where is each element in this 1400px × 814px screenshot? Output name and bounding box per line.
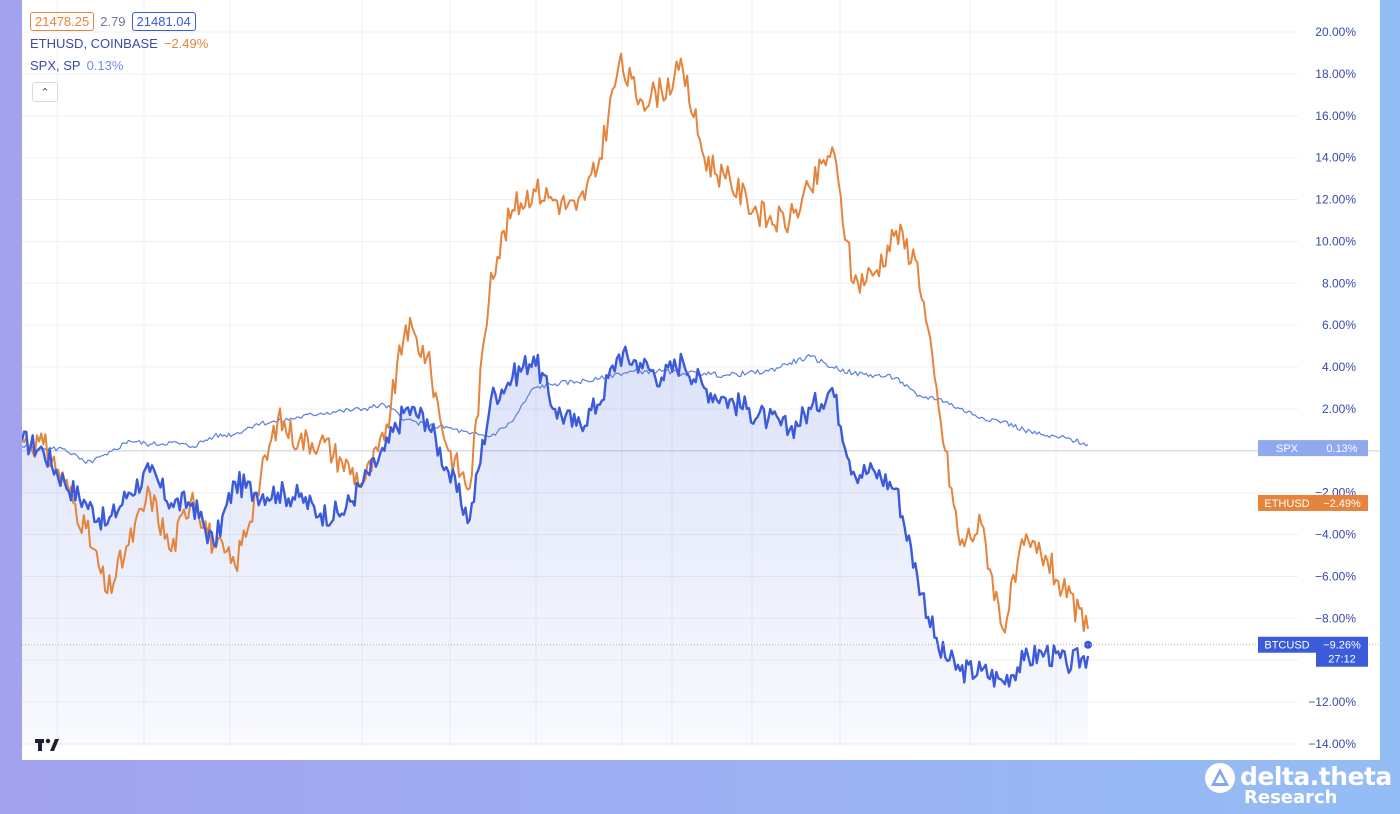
y-tick-label: 16.00%: [1315, 109, 1356, 123]
y-tick-label: 8.00%: [1322, 276, 1356, 290]
eth-axis-tag-value: −2.49%: [1323, 498, 1361, 510]
btc-open-value: 21478.25: [30, 11, 95, 31]
brand: delta.theta Research: [1204, 760, 1394, 810]
spx-legend-name: SPX, SP: [30, 57, 81, 73]
spx-axis-tag-value-bg: [1316, 440, 1368, 457]
y-tick-label: 20.00%: [1315, 25, 1356, 39]
chart-panel: 20.00% 18.00% 16.00% 14.00% 12.00% 10.00% 8.00…: [22, 0, 1380, 760]
btc-close-value: 21481.04: [131, 11, 196, 31]
y-tick-label: −6.00%: [1315, 569, 1356, 583]
tradingview-logo-icon[interactable]: [34, 736, 60, 756]
y-tick-label: 10.00%: [1315, 234, 1356, 248]
legend-row-btc: 21478.25 2.79 21481.04: [30, 10, 208, 32]
btc-axis-tag-label: BTCUSD: [1264, 640, 1309, 652]
btc-change-value: 2.79: [100, 13, 126, 29]
chevron-up-icon: ⌃: [40, 86, 50, 99]
spx-legend-pct: 0.13%: [86, 57, 124, 73]
btc-axis-tag[interactable]: BTCUSD −9.26% 27:12: [1258, 636, 1368, 667]
y-tick-label: 18.00%: [1315, 67, 1356, 81]
spx-axis-tag-label: SPX: [1276, 443, 1299, 455]
legend-row-spx[interactable]: SPX, SP 0.13%: [30, 54, 208, 76]
eth-series-line: [22, 52, 1089, 634]
brand-subtitle: Research: [1244, 787, 1338, 808]
eth-axis-tag-label: ETHUSD: [1264, 498, 1309, 510]
y-tick-label: −8.00%: [1315, 611, 1356, 625]
eth-legend-name: ETHUSD, COINBASE: [30, 35, 158, 51]
y-tick-label: −12.00%: [1308, 695, 1356, 709]
btc-series-line: [22, 345, 1090, 688]
eth-axis-tag-label-bg: [1258, 494, 1316, 511]
btc-axis-tag-value: −9.26%: [1323, 640, 1361, 652]
btc-axis-tag-time: 27:12: [1328, 654, 1356, 666]
eth-axis-tag-value-bg: [1316, 494, 1368, 511]
y-tick-label: 4.00%: [1322, 360, 1356, 374]
btc-axis-tag-label-bg: [1258, 636, 1316, 653]
brand-name: delta.theta: [1240, 762, 1392, 791]
spx-axis-tag-label-bg: [1258, 440, 1316, 457]
spx-series-line: [22, 354, 1089, 464]
eth-legend-pct: −2.49%: [163, 35, 209, 51]
y-tick-label: 6.00%: [1322, 318, 1356, 332]
legend: 21478.25 2.79 21481.04 ETHUSD, COINBASE …: [30, 10, 208, 76]
legend-row-eth[interactable]: ETHUSD, COINBASE −2.49%: [30, 32, 208, 54]
y-tick-label: 2.00%: [1322, 402, 1356, 416]
btc-area-fill: [22, 346, 1088, 746]
btc-axis-tag-value-bg: [1316, 636, 1368, 667]
y-tick-label: 14.00%: [1315, 151, 1356, 165]
delta-theta-logo-icon: [1205, 763, 1235, 793]
chart-plot[interactable]: 20.00% 18.00% 16.00% 14.00% 12.00% 10.00% 8.00…: [22, 0, 1380, 760]
spx-axis-tag[interactable]: SPX 0.13%: [1258, 440, 1368, 457]
y-tick-label: 12.00%: [1315, 193, 1356, 207]
y-tick-label: −4.00%: [1315, 528, 1356, 542]
tradingview-logo-shape: [35, 738, 59, 751]
spx-axis-tag-value: 0.13%: [1326, 443, 1357, 455]
eth-axis-tag[interactable]: ETHUSD −2.49%: [1258, 494, 1368, 511]
y-tick-label: −14.00%: [1308, 737, 1356, 751]
collapse-legend-button[interactable]: ⌃: [32, 82, 58, 102]
